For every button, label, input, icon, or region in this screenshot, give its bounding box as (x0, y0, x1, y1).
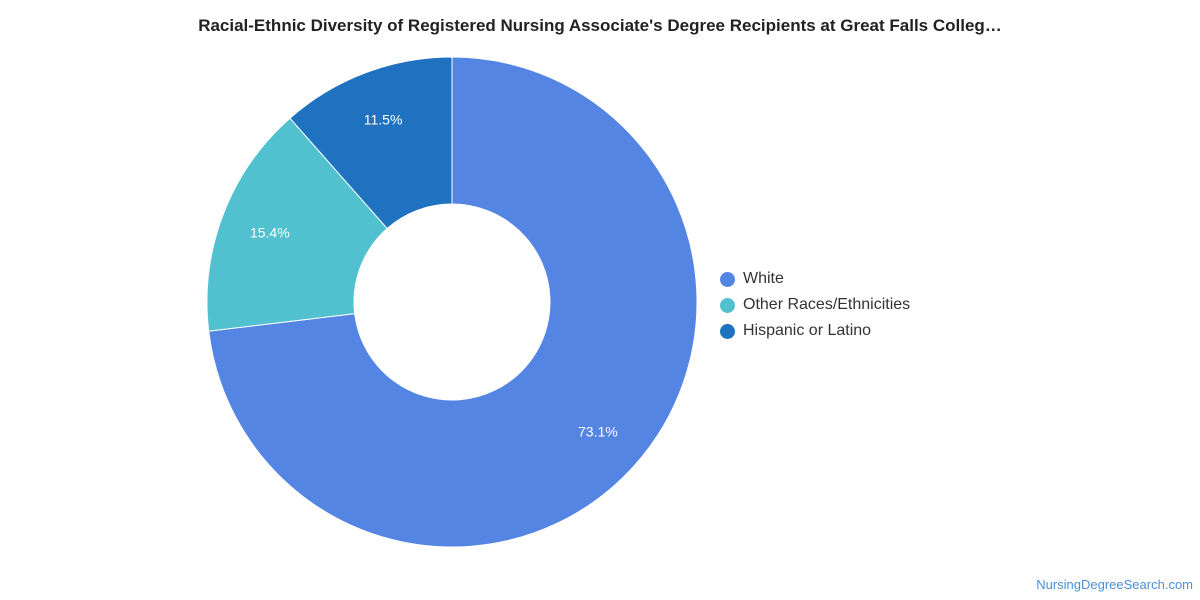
slice-value-label: 73.1% (578, 423, 618, 439)
legend-label: White (743, 270, 784, 287)
source-link[interactable]: NursingDegreeSearch.com (1036, 577, 1193, 592)
donut-slice-other-races-ethnicities[interactable] (206, 117, 388, 332)
legend-item-other-races[interactable]: Other Races/Ethnicities (720, 292, 910, 318)
slice-value-label: 15.4% (250, 224, 290, 240)
legend-swatch (720, 297, 735, 313)
legend-item-white[interactable]: White (720, 266, 910, 292)
legend: White Other Races/Ethnicities Hispanic o… (720, 266, 910, 344)
legend-item-hispanic[interactable]: Hispanic or Latino (720, 318, 910, 344)
legend-swatch (720, 271, 735, 287)
slice-value-label: 11.5% (364, 112, 403, 128)
legend-label: Hispanic or Latino (743, 322, 872, 339)
legend-label: Other Races/Ethnicities (743, 296, 911, 313)
legend-swatch (720, 323, 735, 339)
donut-slice-hispanic-or-latino[interactable] (289, 56, 453, 230)
chart-title: Racial-Ethnic Diversity of Registered Nu… (198, 16, 1002, 35)
donut-slice-white[interactable] (208, 56, 698, 548)
